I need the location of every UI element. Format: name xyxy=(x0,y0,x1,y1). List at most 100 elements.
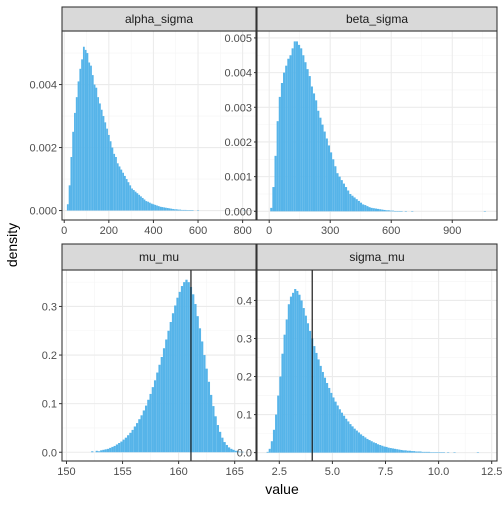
histogram-bar xyxy=(389,448,392,453)
histogram-bar xyxy=(391,210,395,212)
histogram-bar xyxy=(483,210,486,212)
histogram-bar xyxy=(291,48,294,212)
y-tick-label: 0.0 xyxy=(237,448,252,460)
y-tick-label: 0.0 xyxy=(42,447,57,459)
histogram-bar xyxy=(165,339,168,453)
histogram-bar xyxy=(91,451,94,453)
histogram-bar xyxy=(313,346,316,453)
histogram-bar xyxy=(306,323,310,453)
histogram-bar xyxy=(319,365,322,453)
histogram-bar xyxy=(347,421,350,453)
histogram-bar xyxy=(302,308,305,453)
histogram-bar xyxy=(287,58,290,212)
histogram-bar xyxy=(82,46,85,211)
histogram-bar xyxy=(362,204,365,212)
histogram-bar xyxy=(315,100,318,212)
histogram-bar xyxy=(342,183,345,212)
histogram-bar xyxy=(191,210,194,211)
panel-grid xyxy=(62,270,256,461)
histogram-bar xyxy=(161,207,164,211)
histogram-bar xyxy=(377,444,380,453)
histogram-bar xyxy=(362,435,365,453)
x-tick-label: 800 xyxy=(233,225,251,237)
histogram-bar xyxy=(366,206,369,212)
histogram-bar xyxy=(285,319,288,453)
histogram-bar xyxy=(149,393,152,453)
histogram-bar xyxy=(97,451,101,453)
histogram-bar xyxy=(109,447,112,453)
histogram-bar xyxy=(277,395,280,453)
histogram-bar xyxy=(115,157,117,211)
histogram-bar xyxy=(328,387,331,453)
histogram-bar xyxy=(327,145,331,212)
x-tick-label: 165 xyxy=(226,466,244,478)
histogram-bar xyxy=(186,210,189,211)
histogram-bar xyxy=(156,205,158,211)
histogram-bar xyxy=(351,195,354,212)
histogram-bar xyxy=(336,173,339,212)
histogram-bar xyxy=(212,406,215,453)
histogram-bar xyxy=(274,155,277,212)
histogram-bar xyxy=(377,208,380,212)
x-tick-label: 900 xyxy=(443,225,461,237)
histogram-bar xyxy=(147,201,149,211)
x-tick-label: 155 xyxy=(113,466,131,478)
histogram-bar xyxy=(221,437,224,453)
histogram-bar xyxy=(336,405,339,453)
histogram-bar xyxy=(138,194,141,211)
histogram-bar xyxy=(374,208,377,212)
histogram-bar xyxy=(321,124,324,212)
histogram-bar xyxy=(194,304,197,453)
histogram-bar xyxy=(198,328,202,453)
histogram-bar xyxy=(168,208,171,211)
histogram-bar xyxy=(79,68,82,211)
histogram-bar xyxy=(351,426,354,453)
histogram-bar xyxy=(415,451,418,453)
y-tick-label: 0.002 xyxy=(224,137,252,149)
histogram-bar xyxy=(111,446,114,453)
histogram-bar xyxy=(408,450,411,453)
histogram-bar xyxy=(280,83,284,212)
histogram-bar xyxy=(383,209,386,212)
histogram-bar xyxy=(344,187,348,212)
histogram-bar xyxy=(275,414,278,453)
x-axis-title: value xyxy=(265,481,299,497)
histogram-bar xyxy=(423,451,426,453)
facet-strip-label: alpha_sigma xyxy=(125,12,193,26)
histogram-bar xyxy=(176,297,179,453)
histogram-bar xyxy=(297,44,301,212)
facet-strip xyxy=(61,6,257,32)
histogram-bar xyxy=(372,208,375,212)
histogram-bar xyxy=(129,185,132,211)
histogram-bar xyxy=(243,210,246,211)
histogram-bar xyxy=(394,210,397,212)
histogram-bar xyxy=(368,440,371,453)
histogram-bar xyxy=(438,452,441,453)
histogram-bar xyxy=(182,209,185,211)
x-tick-label: 7.5 xyxy=(378,466,393,478)
histogram-bar xyxy=(181,209,183,211)
facet-strip-label: beta_sigma xyxy=(346,12,408,26)
histogram-bar xyxy=(147,399,150,453)
histogram-bar xyxy=(283,334,286,453)
histogram-bar xyxy=(396,210,399,212)
histogram-bar xyxy=(304,62,307,212)
histogram-bar xyxy=(411,210,414,212)
histogram-bar xyxy=(118,443,121,453)
histogram-bar xyxy=(270,441,273,453)
histogram-bar xyxy=(154,204,157,211)
histogram-bar xyxy=(321,371,324,453)
histogram-bar xyxy=(180,286,184,453)
histogram-bar xyxy=(120,441,123,453)
y-tick-label: 0.000 xyxy=(29,206,57,218)
histogram-bar xyxy=(120,169,123,211)
histogram-bar xyxy=(203,355,206,453)
histogram-bar xyxy=(107,134,110,211)
facet-panel-beta-sigma: beta_sigma 0 300 600 900 0.000 0.001 0.002 0.003… xyxy=(224,6,498,237)
histogram-bar xyxy=(127,182,130,211)
histogram-bar xyxy=(175,209,178,211)
histogram-bar xyxy=(151,387,154,453)
histogram-bar xyxy=(205,368,208,453)
histogram-bar xyxy=(387,210,390,212)
